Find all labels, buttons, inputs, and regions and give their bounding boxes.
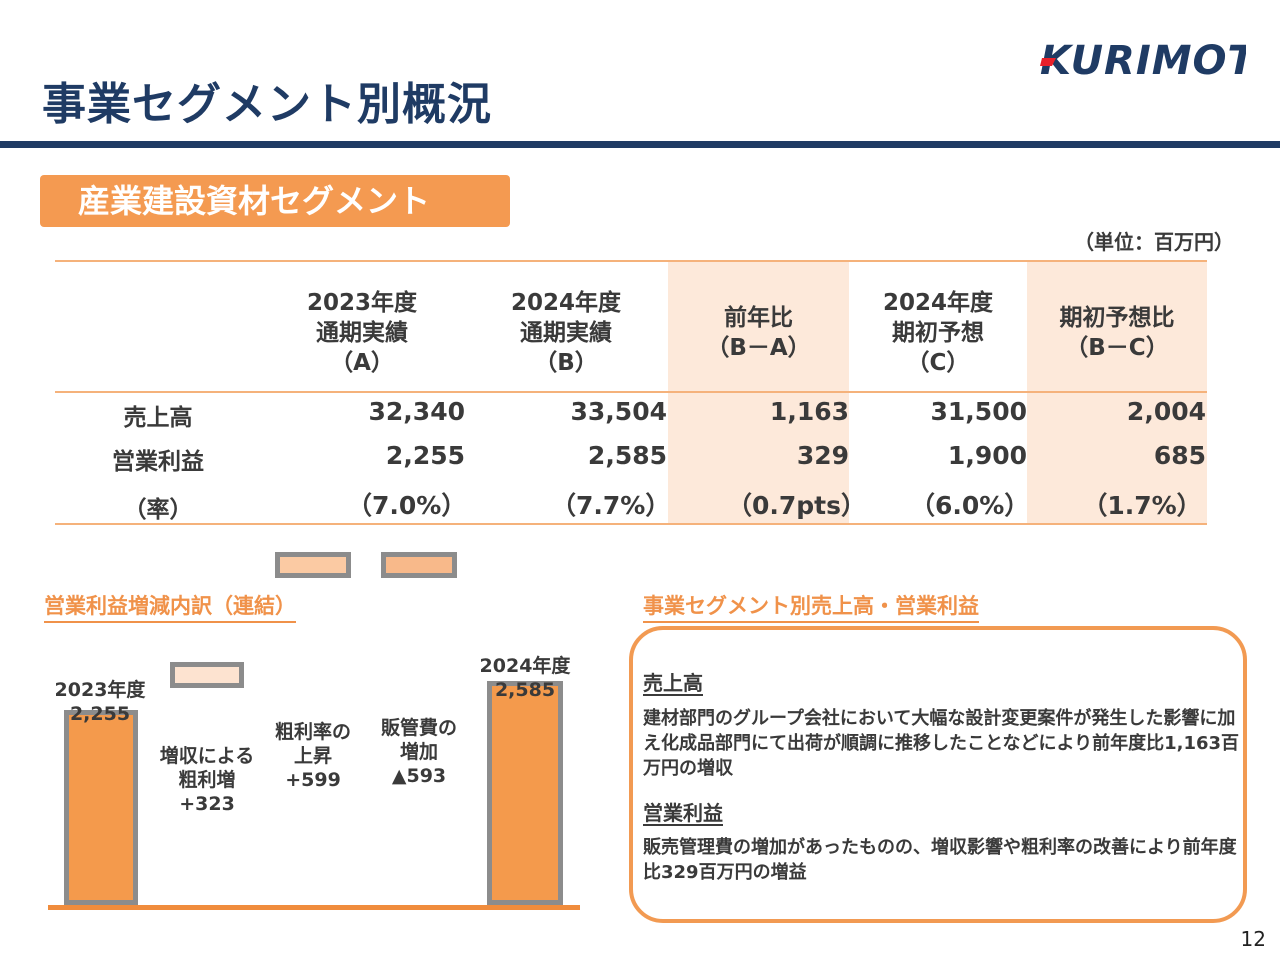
waterfall-label-line: ▲593: [391, 765, 447, 787]
table-cell: （0.7pts）: [727, 491, 867, 520]
summary-text-sales: 建材部門のグループ会社において大幅な設計変更案件が発生した影響に加え化成品部門に…: [643, 708, 1240, 779]
table-cell: （7.7%）: [551, 491, 671, 520]
col-header-line: （B）: [534, 350, 598, 376]
waterfall-step-sales-increase: [170, 662, 244, 689]
col-header-line: （A）: [330, 350, 394, 376]
summary-section-label: 事業セグメント別売上高・営業利益: [643, 590, 979, 623]
title-divider: [0, 141, 1280, 148]
svg-text:KURIMOTO: KURIMOTO: [1040, 38, 1246, 82]
waterfall-bar-2023: [64, 710, 138, 905]
waterfall-label-line: 粗利率の: [274, 721, 351, 743]
waterfall-section-label: 営業利益増減内訳（連結）: [44, 590, 296, 623]
col-header-line: 期初予想比: [1059, 305, 1175, 331]
waterfall-label-line: 増収による: [159, 745, 255, 767]
table-cell: 685: [1153, 441, 1206, 470]
unit-label: （単位：百万円）: [1074, 230, 1234, 254]
waterfall-label-line: 販管費の: [380, 717, 457, 739]
col-header-line: 前年比: [724, 305, 793, 331]
waterfall-label-line: +323: [179, 793, 235, 815]
waterfall-label-value: 2,255: [69, 703, 131, 725]
col-header-line: （B－A）: [706, 335, 811, 361]
table-cell: 33,504: [570, 397, 667, 426]
col-header-line: 通期実績: [520, 320, 612, 346]
row-label-margin: （率）: [123, 497, 193, 523]
row-label-sales: 売上高: [123, 405, 193, 431]
waterfall-label-step3: 販管費の 増加 ▲593: [364, 716, 474, 788]
summary-heading-profit: 営業利益: [643, 801, 723, 826]
waterfall-label-step2: 粗利率の 上昇 +599: [258, 720, 368, 792]
waterfall-step-sga-increase: [381, 552, 457, 579]
col-header-line: 期初予想: [892, 320, 984, 346]
table-cell: （6.0%）: [910, 491, 1030, 520]
table-cell: （1.7%）: [1082, 491, 1202, 520]
waterfall-label-2023: 2023年度 2,255: [40, 678, 160, 726]
waterfall-label-year: 2024年度: [479, 655, 571, 677]
table-cell: 329: [796, 441, 849, 470]
waterfall-label-line: 増加: [399, 741, 438, 763]
waterfall-label-year: 2023年度: [54, 679, 146, 701]
table-cell: 1,900: [947, 441, 1027, 470]
table-cell: 31,500: [930, 397, 1027, 426]
kurimoto-logo: KURIMOTO: [1040, 38, 1246, 82]
col-header-2023-actual: 2023年度 通期実績 （A）: [267, 278, 457, 388]
table-cell: 2,004: [1126, 397, 1206, 426]
waterfall-step-margin-improvement: [275, 552, 351, 579]
operating-profit-waterfall: 2023年度 2,255 増収による 粗利増 +323 粗利率の 上昇 +599…: [40, 552, 600, 920]
waterfall-baseline: [48, 905, 580, 910]
waterfall-bar-2024: [487, 681, 563, 905]
table-cell: 32,340: [368, 397, 465, 426]
table-cell: （7.0%）: [347, 491, 467, 520]
waterfall-label-step1: 増収による 粗利増 +323: [152, 744, 262, 816]
col-header-2024-forecast: 2024年度 期初予想 （C）: [849, 278, 1027, 388]
summary-heading-sales: 売上高: [643, 671, 703, 696]
summary-text-profit: 販売管理費の増加があったものの、増収影響や粗利率の改善により前年度比329百万円…: [643, 837, 1237, 883]
table-cell: 2,585: [587, 441, 667, 470]
waterfall-label-2024: 2024年度 2,585: [465, 654, 585, 702]
col-header-yoy: 前年比 （B－A）: [668, 278, 849, 388]
summary-panel: 売上高 建材部門のグループ会社において大幅な設計変更案件が発生した影響に加え化成…: [629, 626, 1247, 923]
waterfall-label-line: 上昇: [293, 745, 332, 767]
col-header-vs-forecast: 期初予想比 （B－C）: [1027, 278, 1207, 388]
waterfall-label-line: 粗利増: [178, 769, 236, 791]
col-header-2024-actual: 2024年度 通期実績 （B）: [469, 278, 663, 388]
col-header-line: （C）: [906, 350, 970, 376]
col-header-line: （B－C）: [1065, 335, 1169, 361]
table-cell: 1,163: [769, 397, 849, 426]
col-header-line: 2023年度: [306, 290, 417, 316]
col-header-line: 通期実績: [316, 320, 408, 346]
row-label-operating-profit: 営業利益: [112, 449, 204, 475]
segment-banner: 産業建設資材セグメント: [40, 175, 510, 227]
col-header-line: 2024年度: [510, 290, 621, 316]
table-rule-bottom: [55, 523, 1207, 525]
waterfall-label-value: 2,585: [494, 679, 556, 701]
table-rule-top: [55, 260, 1207, 262]
segment-results-table: 2023年度 通期実績 （A） 2024年度 通期実績 （B） 前年比 （B－A…: [55, 260, 1207, 525]
waterfall-label-line: +599: [285, 769, 341, 791]
table-rule-header: [55, 391, 1207, 393]
table-cell: 2,255: [385, 441, 465, 470]
page-number: 12: [1240, 927, 1266, 951]
page-title: 事業セグメント別概況: [42, 79, 492, 130]
col-header-line: 2024年度: [882, 290, 993, 316]
